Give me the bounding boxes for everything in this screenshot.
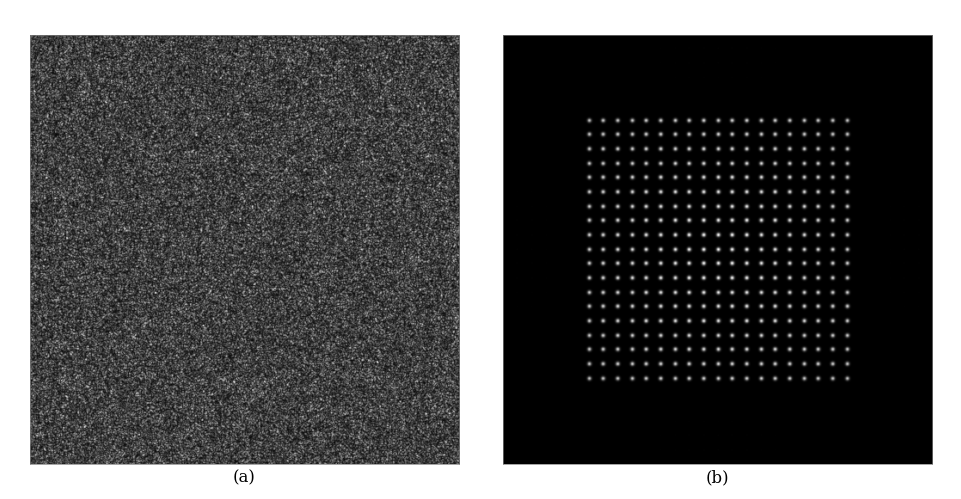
X-axis label: (a): (a) xyxy=(233,470,256,487)
X-axis label: (b): (b) xyxy=(705,470,728,487)
